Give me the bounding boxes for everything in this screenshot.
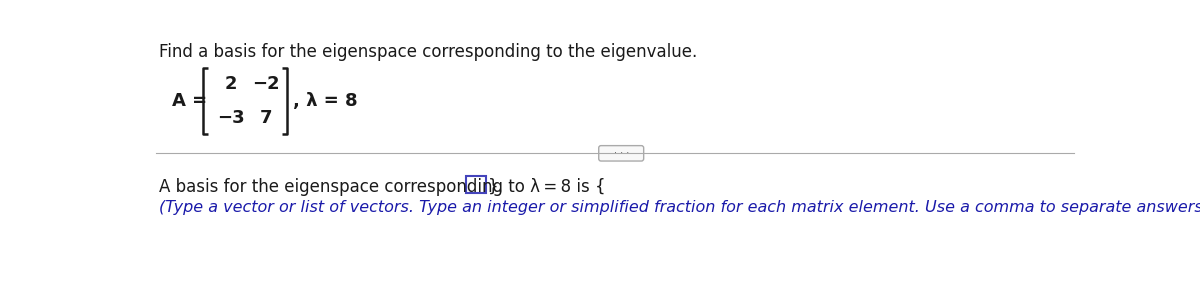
- Text: 2: 2: [226, 75, 238, 93]
- FancyBboxPatch shape: [466, 176, 486, 193]
- Text: −2: −2: [252, 75, 280, 93]
- Text: }.: }.: [488, 178, 504, 196]
- Text: A basis for the eigenspace corresponding to λ = 8 is {: A basis for the eigenspace corresponding…: [160, 178, 606, 196]
- Text: 7: 7: [260, 109, 272, 127]
- Text: , λ = 8: , λ = 8: [293, 92, 358, 110]
- Text: A =: A =: [172, 92, 206, 110]
- Text: Find a basis for the eigenspace corresponding to the eigenvalue.: Find a basis for the eigenspace correspo…: [160, 43, 697, 61]
- Text: · · ·: · · ·: [613, 148, 629, 158]
- Text: (Type a vector or list of vectors. Type an integer or simplified fraction for ea: (Type a vector or list of vectors. Type …: [160, 200, 1200, 215]
- FancyBboxPatch shape: [599, 146, 643, 161]
- Text: −3: −3: [217, 109, 245, 127]
